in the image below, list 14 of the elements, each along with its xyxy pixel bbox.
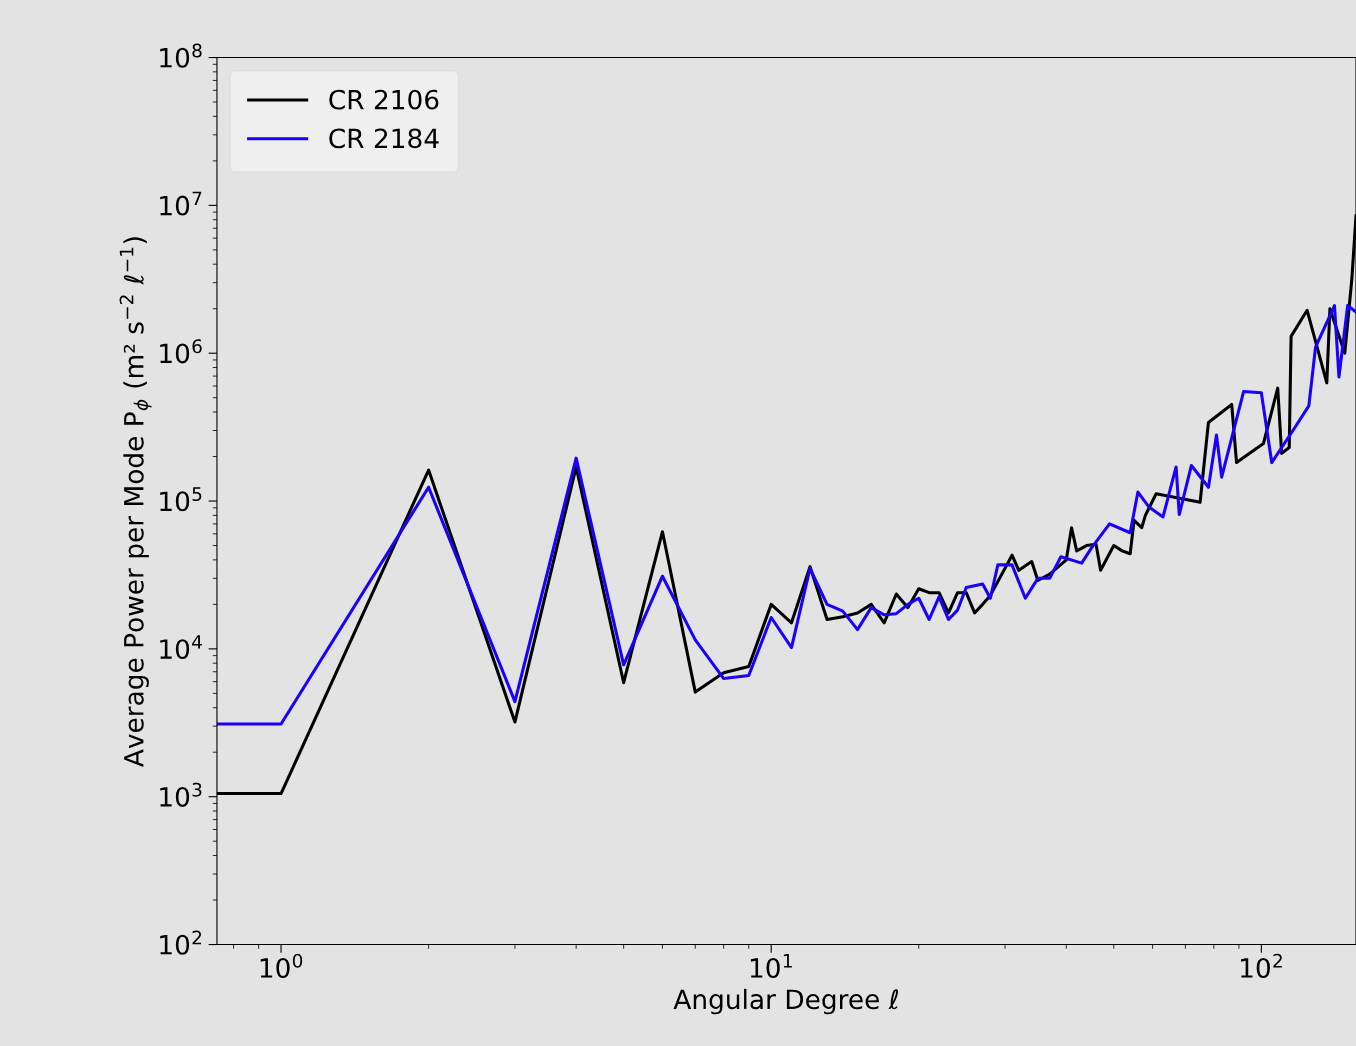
y-tick-label: 10$^{3}$ bbox=[160, 782, 202, 807]
x-tick-label: 10$^{0}$ bbox=[260, 953, 303, 978]
y-tick-label: 10$^{5}$ bbox=[160, 487, 202, 512]
x-tick-label: 10$^{2}$ bbox=[1241, 953, 1282, 978]
y-tick-label: 10$^{4}$ bbox=[160, 635, 202, 660]
y-axis-title: Average Power per Mode P$_{ϕ}$ (m² s$^{−2}$ ℓ$^{−1}$) bbox=[119, 237, 152, 767]
x-axis-title: Angular Degree ℓ bbox=[673, 988, 899, 1015]
y-tick-label: 10$^{8}$ bbox=[160, 43, 202, 68]
legend-label: CR 2106 bbox=[329, 89, 439, 110]
y-tick-label: 10$^{6}$ bbox=[160, 339, 202, 364]
y-tick-label: 10$^{7}$ bbox=[160, 191, 202, 216]
legend-label: CR 2184 bbox=[329, 128, 439, 149]
y-tick-label: 10$^{2}$ bbox=[160, 930, 202, 955]
x-tick-label: 10$^{1}$ bbox=[750, 954, 792, 978]
